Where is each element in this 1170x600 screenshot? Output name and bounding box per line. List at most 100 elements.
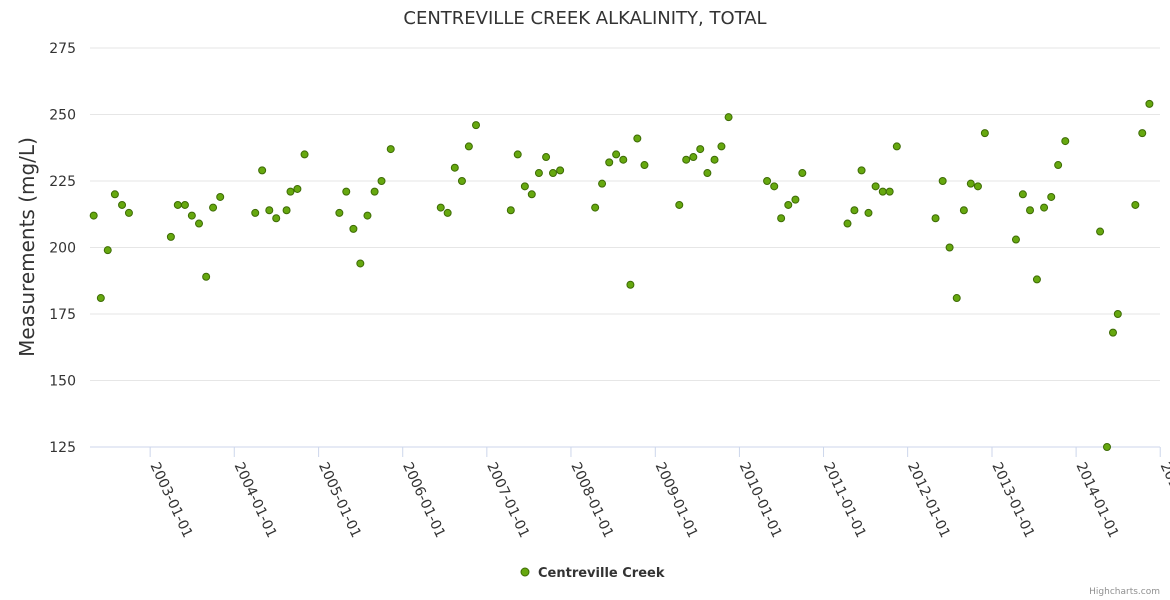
data-point[interactable]: [356, 259, 365, 268]
data-point[interactable]: [464, 142, 473, 151]
data-point[interactable]: [619, 155, 628, 164]
data-point[interactable]: [548, 169, 557, 178]
data-point[interactable]: [520, 182, 529, 191]
data-point[interactable]: [878, 187, 887, 196]
data-point[interactable]: [1040, 203, 1049, 212]
data-point[interactable]: [1145, 99, 1154, 108]
data-point[interactable]: [1138, 129, 1147, 138]
data-point[interactable]: [286, 187, 295, 196]
data-point[interactable]: [377, 177, 386, 185]
data-point[interactable]: [892, 142, 901, 151]
data-point[interactable]: [864, 208, 873, 217]
data-point[interactable]: [770, 182, 779, 191]
data-point[interactable]: [612, 150, 621, 159]
data-point[interactable]: [777, 214, 786, 223]
legend-marker[interactable]: [520, 567, 530, 577]
legend[interactable]: Centreville Creek: [520, 566, 665, 581]
data-point[interactable]: [166, 232, 175, 241]
data-point[interactable]: [857, 166, 866, 175]
data-point[interactable]: [335, 208, 344, 217]
data-point[interactable]: [871, 182, 880, 191]
data-point[interactable]: [342, 187, 351, 196]
data-point[interactable]: [272, 214, 281, 223]
data-point[interactable]: [103, 246, 112, 255]
data-point[interactable]: [598, 179, 607, 188]
data-point[interactable]: [850, 206, 859, 215]
data-point[interactable]: [966, 179, 975, 188]
data-point[interactable]: [118, 200, 127, 209]
data-point[interactable]: [542, 153, 551, 162]
data-point[interactable]: [1102, 443, 1111, 451]
credits-link[interactable]: Highcharts.com: [1089, 587, 1160, 597]
data-point[interactable]: [110, 190, 119, 199]
data-point[interactable]: [180, 200, 189, 209]
data-point[interactable]: [1113, 310, 1122, 318]
data-point[interactable]: [843, 219, 852, 228]
data-point[interactable]: [202, 272, 211, 281]
data-point[interactable]: [724, 113, 733, 122]
data-point[interactable]: [696, 145, 705, 154]
data-point[interactable]: [124, 208, 133, 217]
data-point[interactable]: [717, 142, 726, 151]
data-point[interactable]: [640, 161, 649, 170]
data-point[interactable]: [605, 158, 614, 167]
data-point[interactable]: [96, 294, 105, 303]
data-point[interactable]: [556, 166, 565, 175]
data-point[interactable]: [959, 206, 968, 215]
data-point[interactable]: [265, 206, 274, 215]
data-point[interactable]: [763, 177, 772, 185]
data-point[interactable]: [1061, 137, 1070, 146]
data-point[interactable]: [1032, 275, 1041, 284]
data-point[interactable]: [980, 129, 989, 138]
data-point[interactable]: [626, 280, 635, 289]
data-point[interactable]: [973, 182, 982, 191]
data-point[interactable]: [349, 224, 358, 233]
data-point[interactable]: [457, 177, 466, 185]
data-point[interactable]: [513, 150, 522, 159]
data-point[interactable]: [1026, 206, 1035, 215]
data-point[interactable]: [784, 200, 793, 209]
data-point[interactable]: [591, 203, 600, 212]
data-point[interactable]: [931, 214, 940, 223]
data-point[interactable]: [952, 294, 961, 303]
data-point[interactable]: [703, 169, 712, 178]
data-point[interactable]: [195, 219, 204, 228]
data-point[interactable]: [675, 200, 684, 209]
data-point[interactable]: [209, 203, 218, 212]
data-point[interactable]: [682, 155, 691, 164]
data-point[interactable]: [506, 206, 515, 215]
data-point[interactable]: [363, 211, 372, 220]
data-point[interactable]: [1054, 161, 1063, 170]
data-point[interactable]: [1096, 227, 1105, 236]
data-point[interactable]: [938, 177, 947, 185]
data-point[interactable]: [689, 153, 698, 162]
data-point[interactable]: [300, 150, 309, 159]
data-point[interactable]: [885, 187, 894, 196]
data-point[interactable]: [534, 169, 543, 178]
data-point[interactable]: [386, 145, 395, 154]
data-point[interactable]: [1108, 328, 1117, 337]
data-point[interactable]: [282, 206, 291, 215]
data-point[interactable]: [436, 203, 445, 212]
data-point[interactable]: [173, 200, 182, 209]
data-point[interactable]: [216, 192, 225, 201]
legend-label[interactable]: Centreville Creek: [538, 566, 665, 581]
data-point[interactable]: [945, 243, 954, 252]
data-point[interactable]: [187, 211, 196, 220]
data-point[interactable]: [1131, 200, 1140, 209]
data-point[interactable]: [89, 211, 98, 220]
data-point[interactable]: [450, 163, 459, 172]
data-point[interactable]: [798, 169, 807, 178]
data-point[interactable]: [1018, 190, 1027, 199]
data-point[interactable]: [633, 134, 642, 143]
data-point[interactable]: [710, 155, 719, 164]
data-point[interactable]: [443, 208, 452, 217]
data-point[interactable]: [258, 166, 267, 175]
data-point[interactable]: [527, 190, 536, 199]
data-point[interactable]: [251, 208, 260, 217]
data-point[interactable]: [1011, 235, 1020, 244]
data-point[interactable]: [370, 187, 379, 196]
data-point[interactable]: [791, 195, 800, 204]
data-point[interactable]: [293, 184, 302, 193]
data-point[interactable]: [472, 121, 481, 130]
